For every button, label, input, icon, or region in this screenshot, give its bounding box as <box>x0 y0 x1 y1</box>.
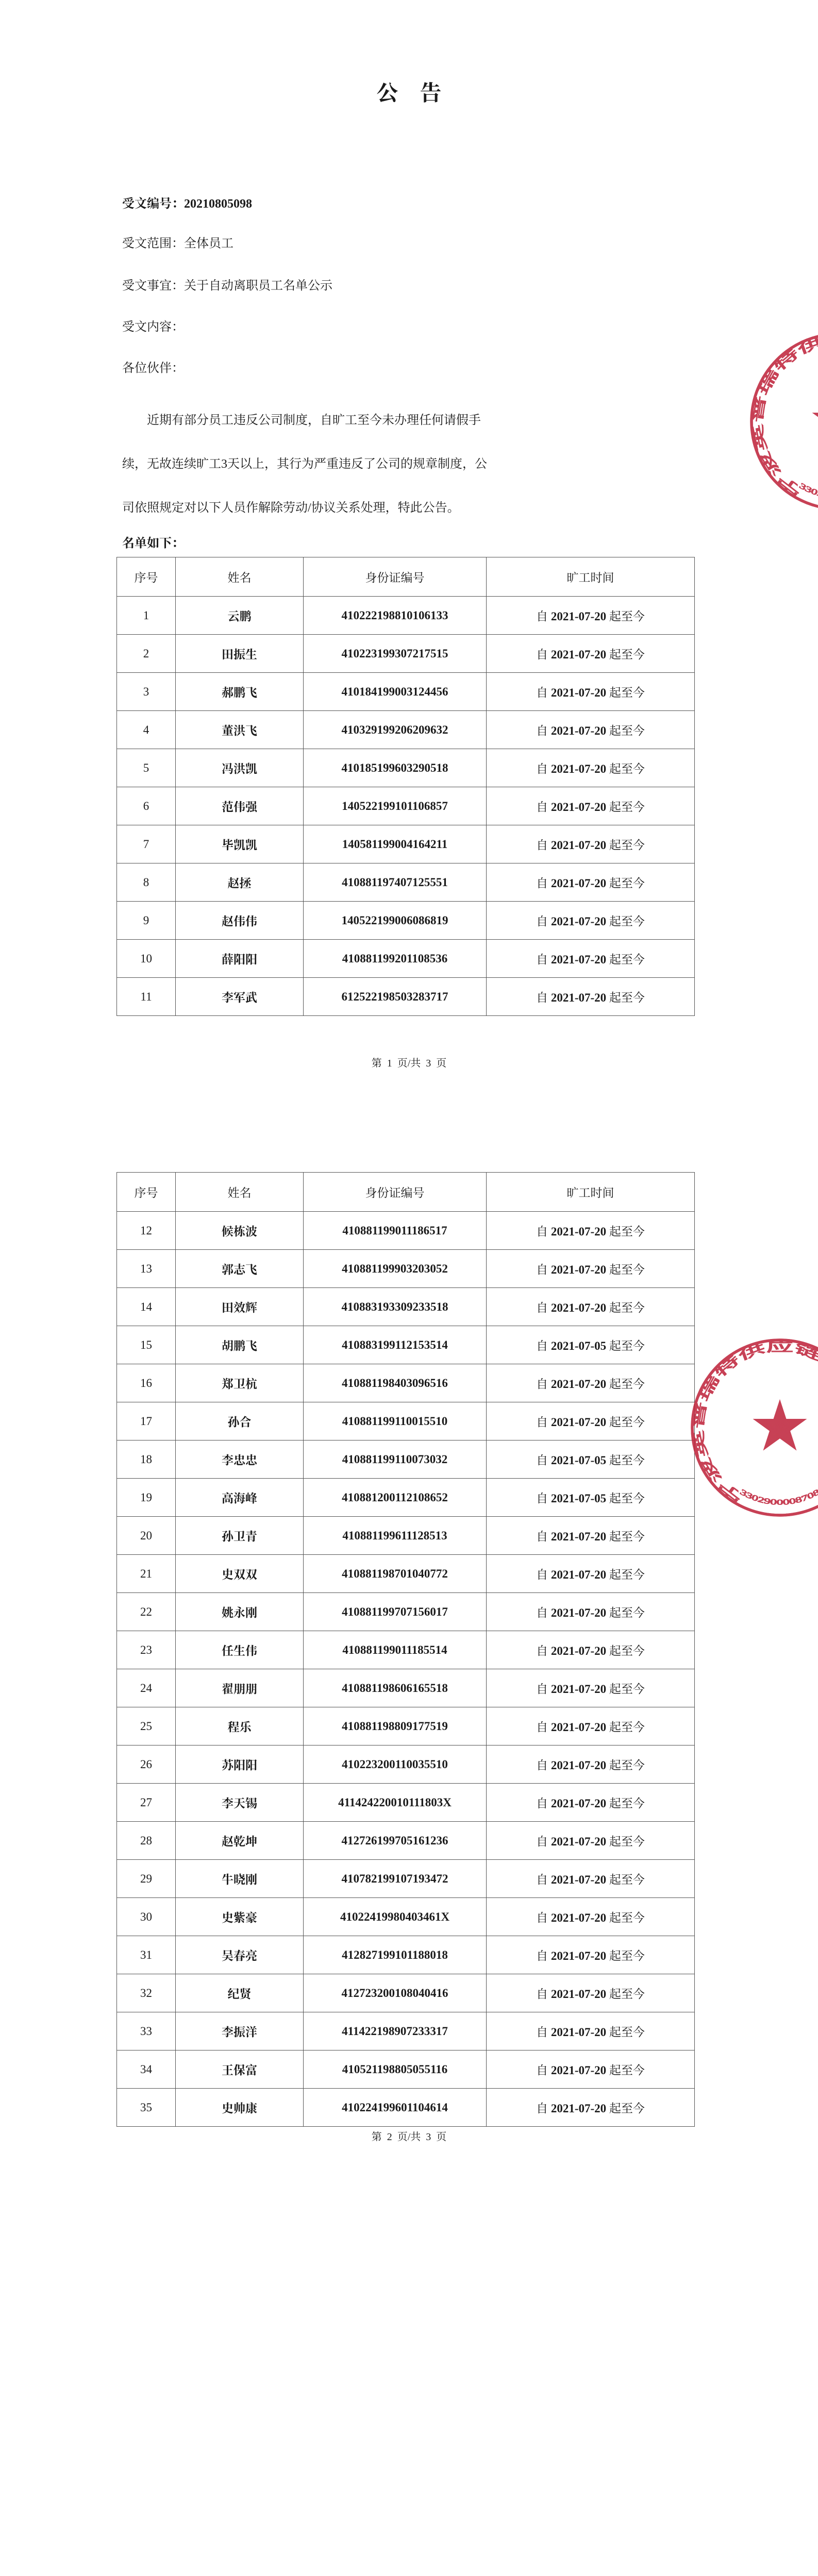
svg-text:3302900008708: 3302900008708 <box>739 1488 818 1506</box>
svg-text:宁波英普瑞特供应链管理有限公司: 宁波英普瑞特供应链管理有限公司 <box>750 334 818 499</box>
